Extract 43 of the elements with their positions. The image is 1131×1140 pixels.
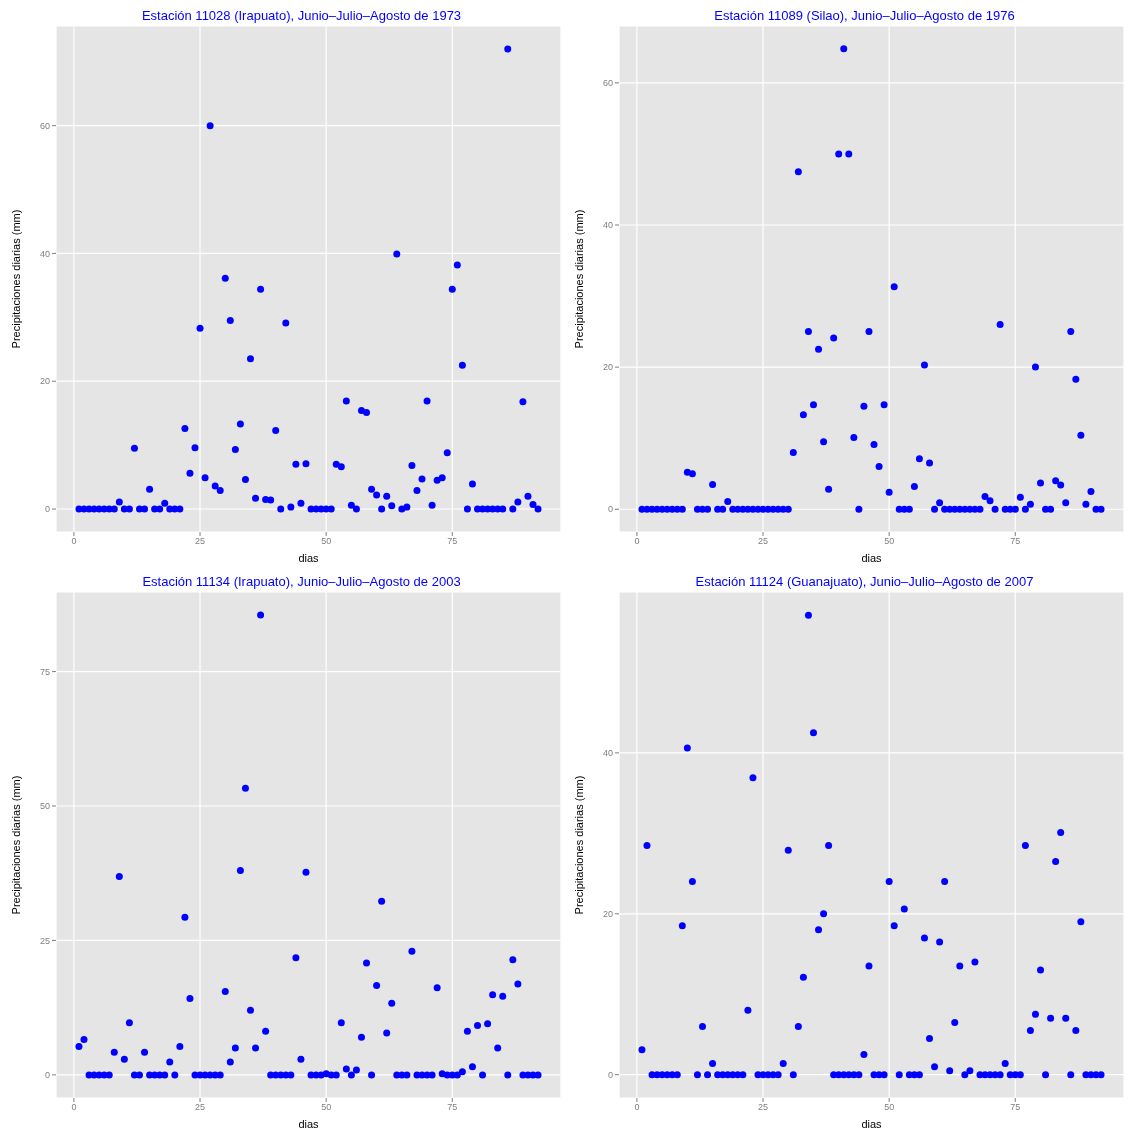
y-tick-label: 0 xyxy=(44,504,50,515)
x-tick-label: 75 xyxy=(447,1102,458,1113)
x-tick-label: 75 xyxy=(447,536,458,547)
x-tick-label: 25 xyxy=(195,1102,206,1113)
x-axis-title: dias xyxy=(298,552,320,564)
x-axis-title: dias xyxy=(861,1118,883,1130)
x-tick-label: 0 xyxy=(71,1102,77,1113)
y-tick-label: 75 xyxy=(39,666,50,677)
x-tick-label: 0 xyxy=(634,1102,640,1113)
y-axis-title: Precipitaciones diarias (mm) xyxy=(572,775,585,915)
x-tick-label: 25 xyxy=(758,536,769,547)
x-tick-label: 75 xyxy=(1010,1102,1021,1113)
x-tick-label: 50 xyxy=(884,536,895,547)
y-tick-label: 50 xyxy=(39,801,50,812)
x-tick-label: 75 xyxy=(1010,536,1021,547)
x-tick-label: 50 xyxy=(321,1102,332,1113)
chart-title: Estación 11089 (Silao), Junio–Julio–Agosto de 1976 xyxy=(713,8,1016,23)
x-tick-label: 25 xyxy=(758,1102,769,1113)
x-axis-title: dias xyxy=(861,552,883,564)
chart-title: Estación 11134 (Irapuato), Junio–Julio–Agosto de 2003 xyxy=(141,574,462,589)
y-tick-label: 20 xyxy=(602,362,613,373)
x-tick-label: 50 xyxy=(884,1102,895,1113)
y-tick-label: 40 xyxy=(39,248,50,259)
x-tick-label: 25 xyxy=(195,536,206,547)
x-tick-label: 50 xyxy=(321,536,332,547)
x-tick-label: 0 xyxy=(71,536,77,547)
chart-title: Estación 11124 (Guanajuato), Junio–Julio–Agosto de 2007 xyxy=(694,574,1035,589)
y-tick-label: 40 xyxy=(602,220,613,231)
y-axis-title: Precipitaciones diarias (mm) xyxy=(9,775,22,915)
y-tick-label: 20 xyxy=(602,908,613,919)
y-tick-label: 60 xyxy=(602,78,613,89)
y-axis-title: Precipitaciones diarias (mm) xyxy=(572,209,585,349)
y-tick-label: 40 xyxy=(602,748,613,759)
x-tick-label: 0 xyxy=(634,536,640,547)
x-axis-title: dias xyxy=(298,1118,320,1130)
y-tick-label: 60 xyxy=(39,120,50,131)
y-tick-label: 0 xyxy=(44,1070,50,1081)
y-axis-title: Precipitaciones diarias (mm) xyxy=(9,209,22,349)
y-tick-label: 0 xyxy=(607,1069,613,1080)
y-tick-label: 0 xyxy=(607,504,613,515)
y-tick-label: 25 xyxy=(39,935,50,946)
y-tick-label: 20 xyxy=(39,376,50,387)
chart-title: Estación 11028 (Irapuato), Junio–Julio–Agosto de 1973 xyxy=(140,8,463,23)
